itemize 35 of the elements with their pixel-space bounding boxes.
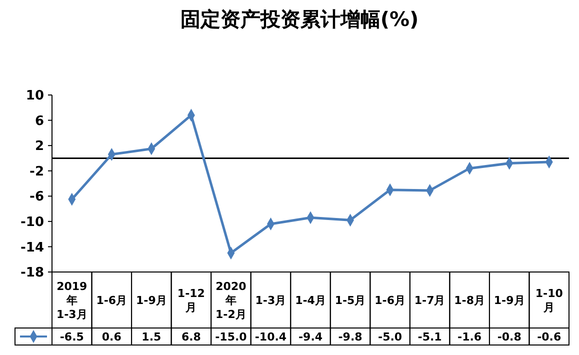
x-tick-label: 1-6月: [96, 294, 128, 307]
data-label: -0.8: [497, 330, 522, 344]
x-tick-label: 1-4月: [295, 294, 326, 307]
x-tick-label: 1-6月: [374, 294, 406, 307]
x-tick-label: 1-8月: [454, 294, 486, 307]
data-label: 6.8: [181, 330, 201, 344]
data-label: -5.0: [378, 330, 402, 344]
x-tick-label: 1-5月: [334, 294, 366, 307]
x-tick-label: 1-9月: [136, 294, 167, 307]
data-label: -10.4: [254, 330, 287, 344]
chart-title: 固定资产投资累计增幅(%): [180, 7, 419, 31]
y-tick-label: -2: [30, 164, 44, 180]
data-label: -0.6: [537, 330, 562, 344]
y-tick-label: -14: [20, 240, 44, 256]
data-label: -5.1: [418, 330, 442, 344]
x-tick-label: 1-9月: [494, 294, 525, 307]
data-label: 1.5: [142, 330, 162, 344]
y-tick-label: -6: [30, 190, 44, 205]
y-tick-label: 2: [34, 139, 44, 154]
y-tick-label: -10: [20, 214, 44, 230]
data-label: -9.4: [298, 330, 323, 344]
data-label: 0.6: [102, 330, 122, 344]
data-label: -6.5: [60, 330, 84, 344]
x-tick-label: 1-3月: [255, 294, 286, 307]
y-tick-label: 10: [26, 88, 44, 104]
y-tick-label: 6: [34, 114, 44, 129]
data-label: -9.8: [338, 330, 362, 344]
x-tick-label: 2019 年 1-3月: [56, 280, 88, 321]
y-tick-label: -18: [20, 266, 44, 281]
x-tick-label: 1-7月: [414, 294, 446, 307]
x-tick-label: 1-10 月: [535, 286, 564, 314]
x-tick-label: 1-12 月: [177, 286, 205, 314]
data-label: -1.6: [458, 330, 482, 344]
data-label: -15.0: [215, 330, 248, 344]
x-tick-label: 2020 年 1-2月: [216, 280, 247, 321]
